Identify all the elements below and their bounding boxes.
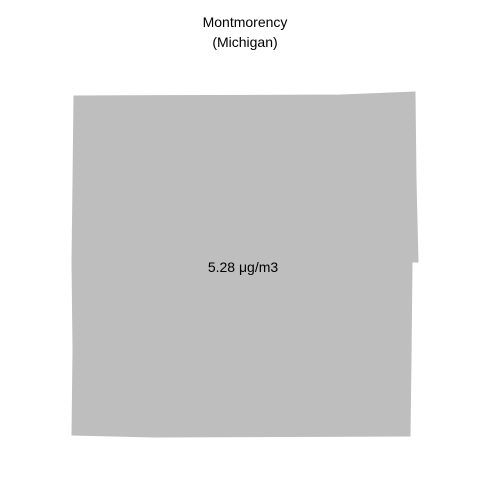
state-name: (Michigan) xyxy=(212,34,278,50)
region-value-label: 5.28 μg/m3 xyxy=(207,259,279,275)
county-name: Montmorency xyxy=(202,14,288,30)
map-title: Montmorency (Michigan) xyxy=(0,12,490,52)
county-shape xyxy=(71,91,419,438)
